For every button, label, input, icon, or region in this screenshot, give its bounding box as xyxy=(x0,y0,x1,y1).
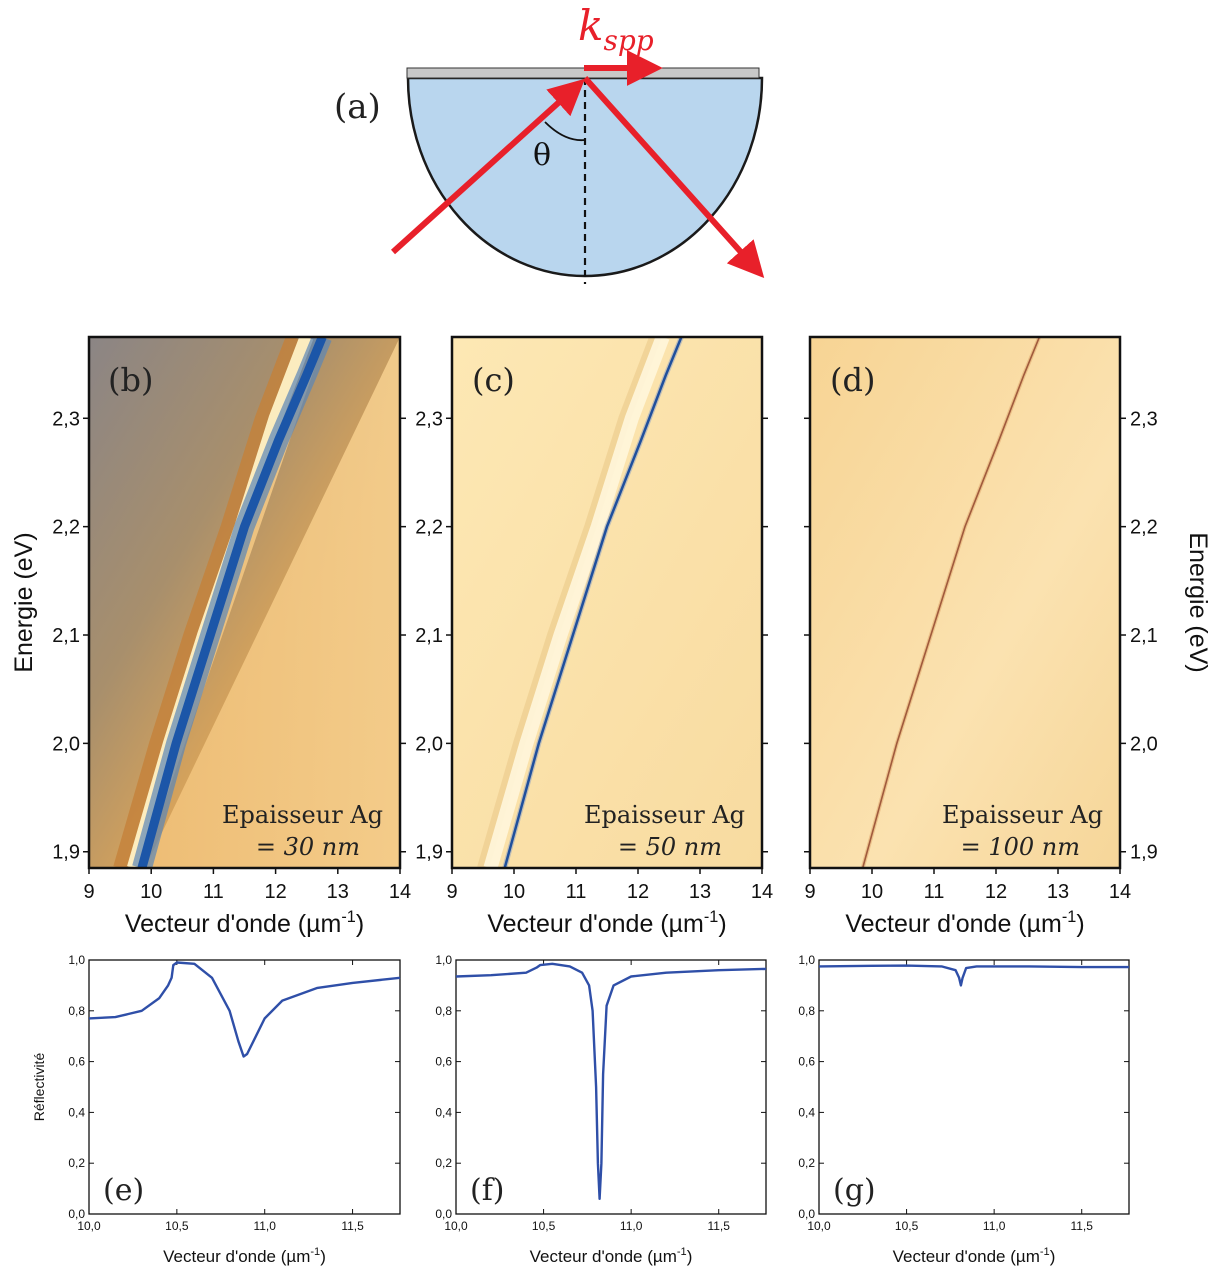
y-tick-label: 0,4 xyxy=(798,1105,815,1119)
x-tick-label: 9 xyxy=(83,881,94,903)
y-tick-label: 2,1 xyxy=(1130,625,1158,647)
heatmap-panel-c: 9 10 11 12 13 14 1,9 2,0 2,1 2,2 2,3 (c) Epaisseur A… xyxy=(415,337,773,938)
heatmap-background xyxy=(452,337,762,868)
y-tick-label: 2,1 xyxy=(415,625,443,647)
panel-label: (c) xyxy=(472,361,515,399)
x-tick-label: 10 xyxy=(140,881,162,903)
x-tick-label: 14 xyxy=(751,881,773,903)
x-tick-label: 10,0 xyxy=(444,1219,468,1233)
y-tick-label: 0,6 xyxy=(435,1055,452,1069)
x-tick-label: 11,0 xyxy=(253,1219,276,1233)
y-tick-label: 0,4 xyxy=(68,1105,85,1119)
x-tick-label: 11 xyxy=(566,881,587,903)
x-tick-label: 10,0 xyxy=(77,1219,101,1233)
silver-film xyxy=(407,68,759,78)
x-tick-label: 14 xyxy=(1109,881,1131,903)
x-tick-label: 13 xyxy=(689,881,711,903)
reflectivity-panel-g: 10,0 10,5 11,0 11,5 0,0 0,2 0,4 0,6 0,8 1,0 (g) Vec… xyxy=(798,953,1129,1266)
x-tick-label: 11 xyxy=(924,881,945,903)
panel-label: (b) xyxy=(108,361,153,399)
y-tick-label: 0,0 xyxy=(68,1207,85,1221)
y-tick-label: 2,3 xyxy=(1130,408,1158,430)
y-tick-label: 2,2 xyxy=(415,517,443,539)
y-tick-label: 0,6 xyxy=(68,1055,85,1069)
panel-label: (e) xyxy=(103,1173,144,1208)
y-tick-label: 2,3 xyxy=(415,408,443,430)
panel-a-schematic: θ kspp (a) xyxy=(334,1,762,284)
y-tick-label: 1,9 xyxy=(1130,842,1158,864)
x-tick-label: 13 xyxy=(327,881,349,903)
x-tick-label: 12 xyxy=(985,881,1007,903)
y-axis-label: Energie (eV) xyxy=(10,532,38,672)
y-tick-label: 0,4 xyxy=(435,1105,452,1119)
x-tick-label: 11,0 xyxy=(983,1219,1006,1233)
y-tick-label: 0,2 xyxy=(68,1156,85,1170)
y-tick-label: 0,0 xyxy=(798,1207,815,1221)
heatmap-panel-d: 9 10 11 12 13 14 1,9 2,0 2,1 2,2 2,3 (d) Epaisseur A… xyxy=(804,337,1212,938)
y-tick-label: 0,8 xyxy=(435,1004,452,1018)
x-tick-label: 12 xyxy=(627,881,649,903)
y-tick-label: 0,8 xyxy=(798,1004,815,1018)
thickness-annotation-line1: Epaisseur Ag xyxy=(222,801,383,829)
heatmap-background xyxy=(810,337,1120,868)
x-tick-label: 10 xyxy=(503,881,525,903)
x-tick-label: 13 xyxy=(1047,881,1069,903)
y-tick-label: 2,2 xyxy=(52,517,80,539)
x-tick-label: 10 xyxy=(861,881,883,903)
x-tick-label: 10,5 xyxy=(532,1219,556,1233)
reflectivity-panel-f: 10,0 10,5 11,0 11,5 0,0 0,2 0,4 0,6 0,8 1,0 (f) Vec… xyxy=(435,953,766,1266)
x-tick-label: 12 xyxy=(264,881,286,903)
x-tick-label: 11,5 xyxy=(341,1219,364,1233)
thickness-annotation-line2: = 50 nm xyxy=(618,833,722,861)
y-tick-label: 2,1 xyxy=(52,625,80,647)
y-tick-label: 2,3 xyxy=(52,408,80,430)
y-tick-label: 2,2 xyxy=(1130,517,1158,539)
x-tick-label: 11 xyxy=(203,881,224,903)
panel-label: (g) xyxy=(833,1173,876,1208)
theta-label: θ xyxy=(533,138,551,173)
x-axis-label: Vecteur d'onde (µm-1) xyxy=(487,908,726,938)
y-axis-label: Energie (eV) xyxy=(1184,532,1212,672)
y-tick-label: 1,0 xyxy=(798,953,815,967)
x-axis-label: Vecteur d'onde (µm-1) xyxy=(530,1246,693,1266)
kspp-label: kspp xyxy=(578,1,654,57)
y-tick-label: 1,9 xyxy=(415,842,443,864)
x-tick-label: 10,0 xyxy=(807,1219,831,1233)
thickness-annotation-line1: Epaisseur Ag xyxy=(584,801,745,829)
x-tick-label: 11,0 xyxy=(620,1219,643,1233)
y-tick-label: 0,8 xyxy=(68,1004,85,1018)
panel-label: (d) xyxy=(830,361,875,399)
y-tick-label: 1,0 xyxy=(68,953,85,967)
x-axis-label: Vecteur d'onde (µm-1) xyxy=(845,908,1084,938)
x-tick-label: 10,5 xyxy=(895,1219,919,1233)
kspp-subscript: spp xyxy=(603,24,653,57)
panel-label: (f) xyxy=(470,1173,505,1208)
x-tick-label: 11,5 xyxy=(707,1219,730,1233)
y-tick-label: 0,2 xyxy=(435,1156,452,1170)
y-tick-label: 0,2 xyxy=(798,1156,815,1170)
panel-a-label: (a) xyxy=(334,87,381,127)
y-tick-label: 1,0 xyxy=(435,953,452,967)
heatmap-panel-b: 9 10 11 12 13 14 1,9 2,0 2,1 2,2 2,3 (b) Epaisseur A… xyxy=(10,337,411,938)
x-tick-label: 14 xyxy=(389,881,411,903)
x-axis-label: Vecteur d'onde (µm-1) xyxy=(163,1246,326,1266)
y-tick-label: 2,0 xyxy=(52,733,80,755)
y-tick-label: 2,0 xyxy=(1130,733,1158,755)
x-tick-label: 10,5 xyxy=(165,1219,189,1233)
y-axis-label: Réflectivité xyxy=(31,1053,47,1122)
y-tick-label: 2,0 xyxy=(415,733,443,755)
x-axis-label: Vecteur d'onde (µm-1) xyxy=(125,908,364,938)
thickness-annotation-line1: Epaisseur Ag xyxy=(942,801,1103,829)
x-tick-label: 11,5 xyxy=(1070,1219,1093,1233)
y-tick-label: 1,9 xyxy=(52,842,80,864)
x-tick-label: 9 xyxy=(446,881,457,903)
y-tick-label: 0,6 xyxy=(798,1055,815,1069)
thickness-annotation-line2: = 100 nm xyxy=(961,833,1080,861)
reflectivity-panel-e: 10,0 10,5 11,0 11,5 0,0 0,2 0,4 0,6 0,8 1,0 (e) Vec… xyxy=(31,953,400,1266)
x-tick-label: 9 xyxy=(804,881,815,903)
y-tick-label: 0,0 xyxy=(435,1207,452,1221)
x-axis-label: Vecteur d'onde (µm-1) xyxy=(893,1246,1056,1266)
thickness-annotation-line2: = 30 nm xyxy=(256,833,360,861)
